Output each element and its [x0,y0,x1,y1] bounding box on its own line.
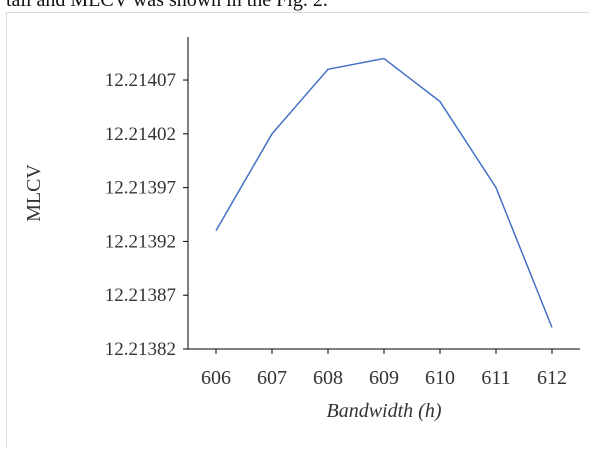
y-axis-label: MLCV [23,164,45,222]
axes [187,37,580,350]
x-tick-label: 612 [537,367,567,389]
x-tick-label: 609 [369,367,399,389]
series-group [215,57,553,328]
x-axis-label: Bandwidth (h) [327,400,442,422]
y-tick-label: 12.21392 [105,231,176,252]
y-tick-label: 12.21397 [105,178,176,199]
x-tick-group: 606 607 608 609 610 611 612 [201,349,567,389]
x-tick-label: 608 [313,367,343,389]
caption-text: tail and MLCV was shown in the Fig. 2. [6,0,328,11]
y-tick-label: 12.21407 [105,70,176,91]
series-line [215,57,553,328]
x-tick-label: 607 [257,367,287,389]
y-tick-label: 12.21382 [105,339,176,360]
x-tick-label: 606 [201,367,231,389]
x-tick-label: 610 [425,367,455,389]
chart-frame [6,12,589,448]
x-tick-label: 611 [481,367,510,389]
y-tick-group: 12.21382 12.21387 12.21392 12.21397 12.21402… [105,70,188,360]
y-tick-label: 12.21402 [105,124,176,145]
y-tick-label: 12.21387 [105,285,176,306]
